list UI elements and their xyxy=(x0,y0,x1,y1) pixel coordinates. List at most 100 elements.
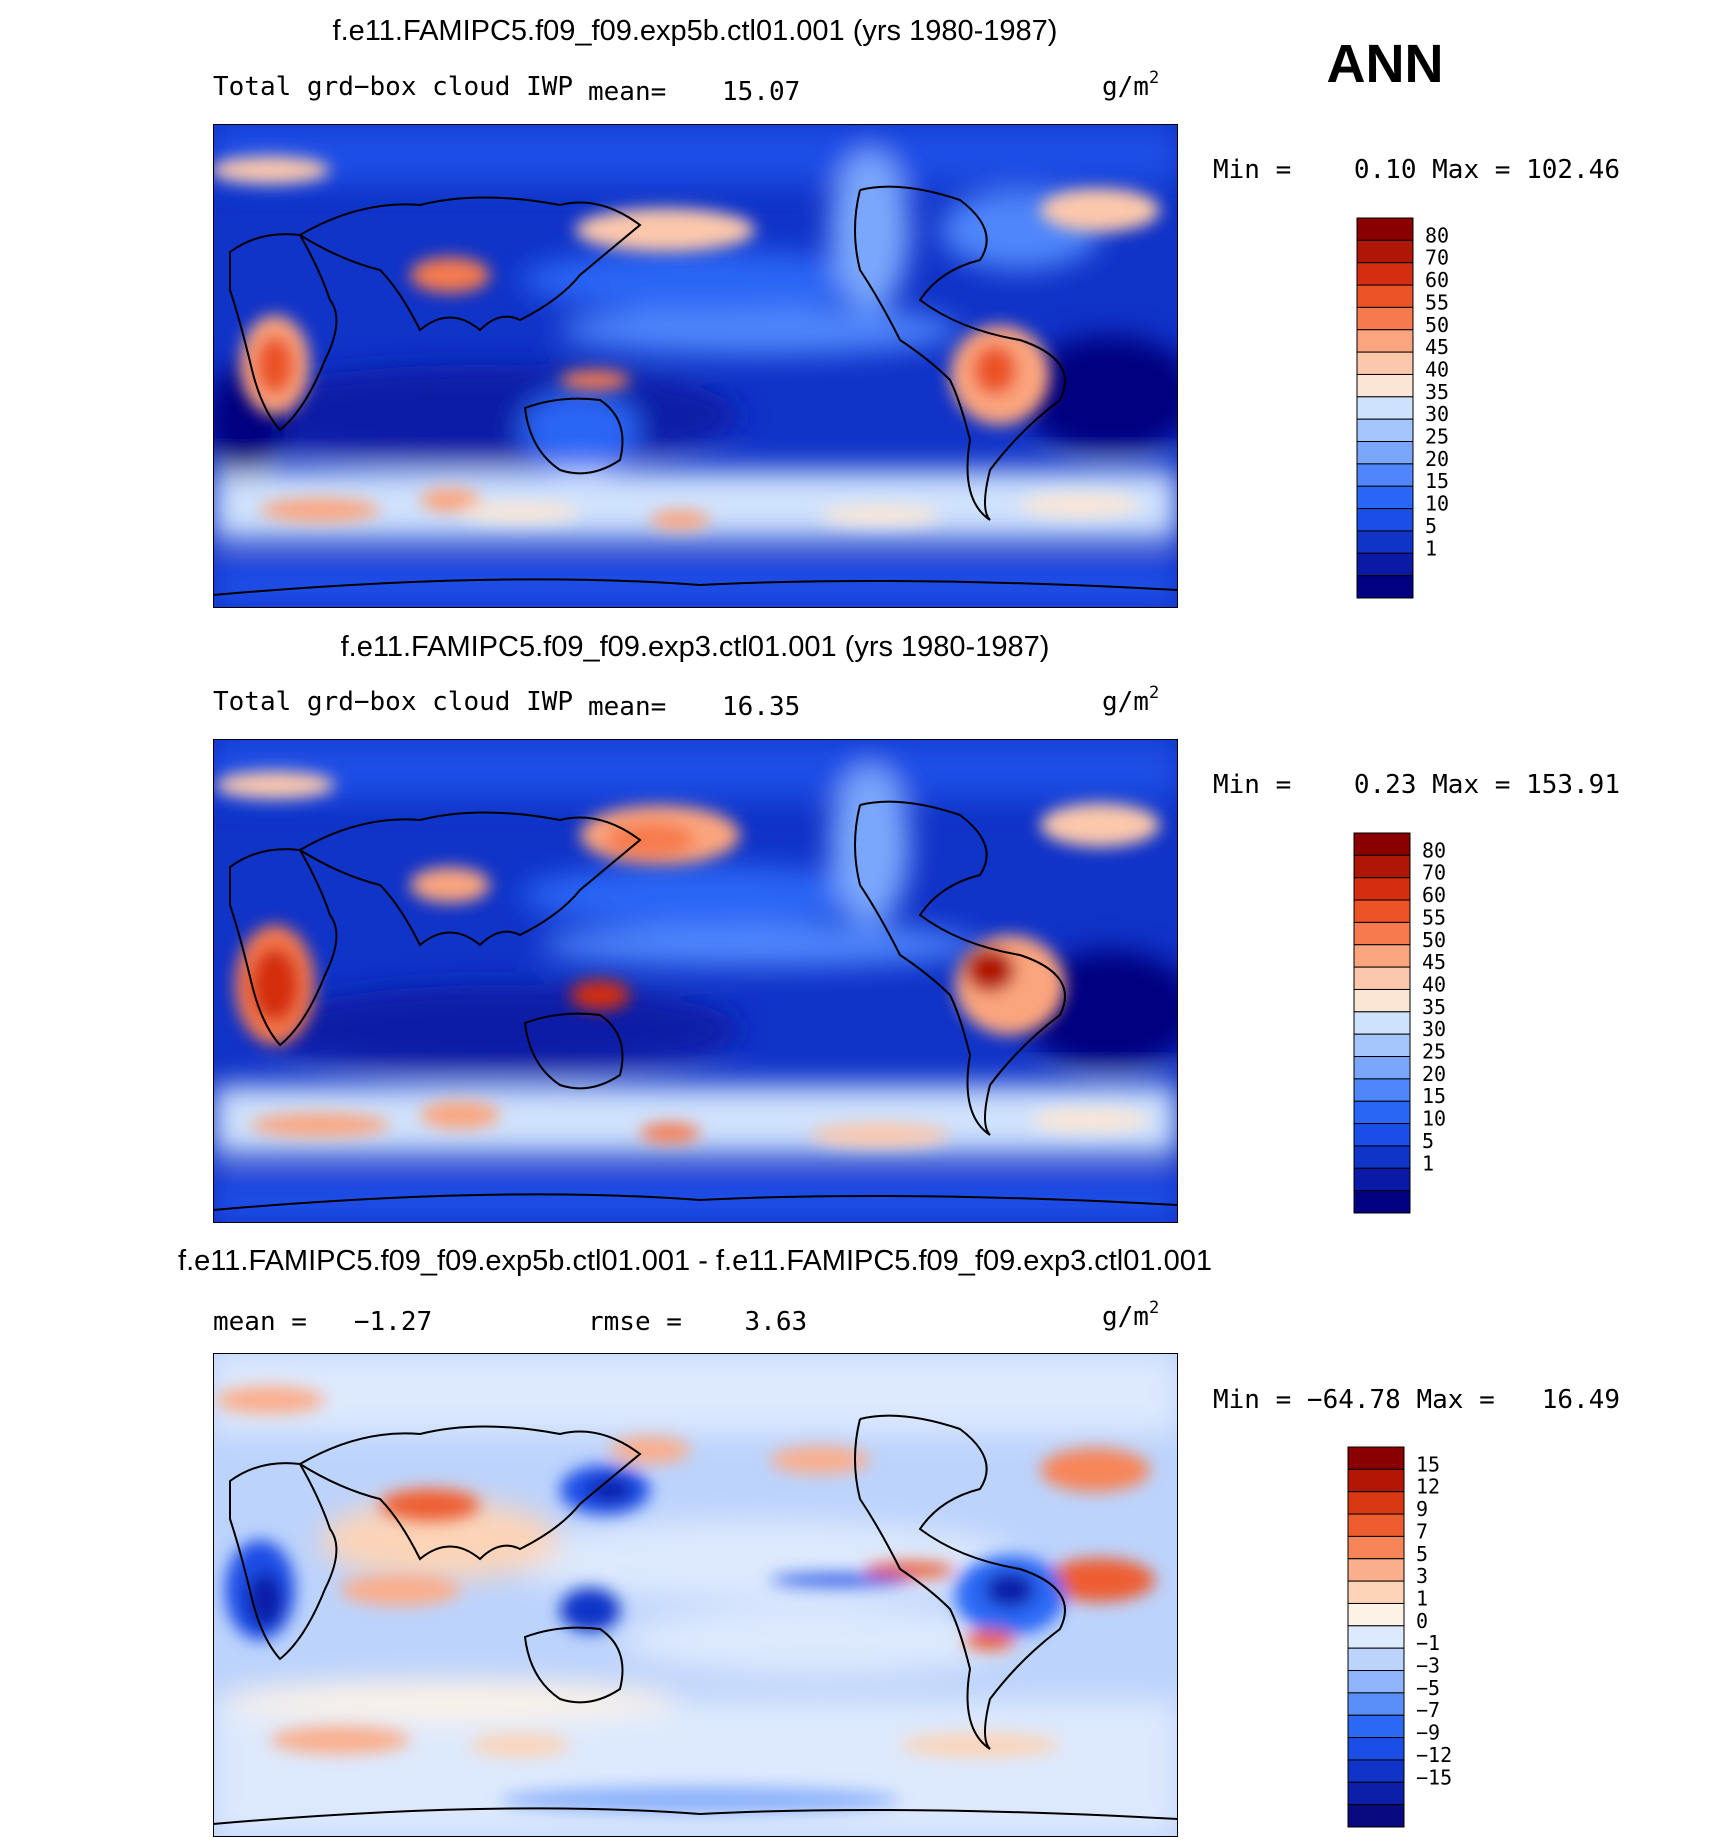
colorbar-swatch xyxy=(1353,899,1411,923)
colorbar-swatch xyxy=(1353,1145,1411,1169)
panel-2-map xyxy=(213,739,1178,1223)
season-label: ANN xyxy=(1327,34,1444,94)
colorbar-swatch xyxy=(1353,1033,1411,1058)
colorbar-swatch xyxy=(1353,1123,1411,1147)
panel-2-units-label: g/m xyxy=(1102,687,1149,717)
colorbar-swatch xyxy=(1347,1602,1405,1627)
colorbar-tick-label: 35 xyxy=(1425,380,1449,404)
colorbar-swatch xyxy=(1356,463,1414,487)
colorbar-swatch xyxy=(1347,1781,1405,1806)
panel-2-mean-label: mean= xyxy=(588,692,666,722)
colorbar-tick-label: 60 xyxy=(1425,268,1449,292)
colorbar-tick-label: 35 xyxy=(1422,995,1446,1019)
colorbar-swatch xyxy=(1347,1737,1405,1761)
colorbar-swatch xyxy=(1347,1580,1405,1604)
colorbar-swatch xyxy=(1356,306,1414,331)
colorbar-swatch xyxy=(1356,373,1414,398)
colorbar-tick-label: 25 xyxy=(1425,425,1449,449)
panel-1-mean-label: mean= xyxy=(588,77,666,107)
colorbar-tick-label: 60 xyxy=(1422,883,1446,907)
colorbar-tick-label: 55 xyxy=(1422,905,1446,929)
panel-3-units: g/m2 xyxy=(1102,1298,1159,1332)
colorbar-tick-label: 70 xyxy=(1425,246,1449,270)
colorbar-tick-label: −7 xyxy=(1416,1698,1440,1722)
colorbar-swatch xyxy=(1356,441,1414,465)
colorbar-swatch xyxy=(1353,1078,1411,1102)
colorbar-tick-label: 10 xyxy=(1422,1107,1446,1131)
colorbar-tick-label: 15 xyxy=(1416,1452,1440,1476)
colorbar-swatch xyxy=(1347,1692,1405,1716)
panel-3-title: f.e11.FAMIPC5.f09_f09.exp5b.ctl01.001 - … xyxy=(178,1245,1212,1277)
colorbar-swatch xyxy=(1356,508,1414,532)
panel-3-coastlines xyxy=(213,1414,1178,1825)
colorbar-tick-label: 20 xyxy=(1422,1062,1446,1086)
colorbar-tick-label: 30 xyxy=(1422,1017,1446,1041)
colorbar-swatch xyxy=(1353,988,1411,1013)
colorbar-swatch xyxy=(1356,217,1414,241)
colorbar-tick-label: 40 xyxy=(1422,972,1446,996)
colorbar-swatch xyxy=(1353,921,1411,946)
panel-3: f.e11.FAMIPC5.f09_f09.exp5b.ctl01.001 - … xyxy=(178,1245,1620,1837)
colorbar-tick-label: 1 xyxy=(1422,1151,1434,1175)
colorbar-swatch xyxy=(1347,1513,1405,1537)
colorbar-tick-label: 5 xyxy=(1416,1542,1428,1566)
panel-1: f.e11.FAMIPC5.f09_f09.exp5b.ctl01.001 (y… xyxy=(213,15,1620,608)
panel-1-coastlines xyxy=(213,185,1178,596)
colorbar-tick-label: 45 xyxy=(1425,335,1449,359)
colorbar-swatch xyxy=(1353,1011,1411,1035)
colorbar-swatch xyxy=(1356,351,1414,375)
colorbar-tick-label: 55 xyxy=(1425,290,1449,314)
colorbar-swatch xyxy=(1356,396,1414,420)
panel-1-units-sup: 2 xyxy=(1149,68,1159,88)
colorbar-swatch xyxy=(1347,1759,1405,1783)
colorbar-tick-label: 40 xyxy=(1425,357,1449,381)
colorbar-tick-label: 10 xyxy=(1425,492,1449,516)
panel-2: f.e11.FAMIPC5.f09_f09.exp3.ctl01.001 (yr… xyxy=(213,631,1620,1223)
colorbar-swatch xyxy=(1356,329,1414,353)
colorbar-tick-label: 25 xyxy=(1422,1040,1446,1064)
colorbar-swatch xyxy=(1347,1468,1405,1493)
colorbar-swatch xyxy=(1347,1446,1405,1470)
colorbar-tick-label: 0 xyxy=(1416,1609,1428,1633)
colorbar-tick-label: 15 xyxy=(1425,469,1449,493)
panel-1-stats: Min = 0.10 Max = 102.46 xyxy=(1213,155,1620,185)
colorbar-tick-label: −1 xyxy=(1416,1631,1440,1655)
colorbar-swatch xyxy=(1347,1804,1405,1828)
colorbar-swatch xyxy=(1347,1491,1405,1515)
panel-2-units-sup: 2 xyxy=(1149,683,1159,703)
panel-1-mean-value: 15.07 xyxy=(722,77,800,107)
panel-2-mean-value: 16.35 xyxy=(722,692,800,722)
colorbar-swatch xyxy=(1353,832,1411,856)
colorbar-tick-label: 80 xyxy=(1422,838,1446,862)
colorbar-swatch xyxy=(1356,530,1414,554)
colorbar-swatch xyxy=(1353,966,1411,990)
colorbar-tick-label: 1 xyxy=(1425,536,1437,560)
panel-3-units-label: g/m xyxy=(1102,1302,1149,1332)
colorbar-swatch xyxy=(1353,1100,1411,1125)
colorbar-tick-label: 70 xyxy=(1422,861,1446,885)
colorbar-swatch xyxy=(1356,262,1414,286)
panel-1-title: f.e11.FAMIPC5.f09_f09.exp5b.ctl01.001 (y… xyxy=(333,15,1058,47)
colorbar-swatch xyxy=(1353,1190,1411,1214)
colorbar-swatch xyxy=(1347,1625,1405,1649)
colorbar-swatch xyxy=(1347,1670,1405,1694)
colorbar-swatch xyxy=(1356,418,1414,443)
colorbar-swatch xyxy=(1353,877,1411,901)
panel-3-rmse: rmse = 3.63 xyxy=(588,1307,807,1337)
panel-3-units-sup: 2 xyxy=(1149,1298,1159,1318)
panel-2-units: g/m2 xyxy=(1102,683,1159,717)
colorbar-tick-label: 50 xyxy=(1422,928,1446,952)
colorbar-tick-label: 5 xyxy=(1422,1129,1434,1153)
panel-2-stats: Min = 0.23 Max = 153.91 xyxy=(1213,770,1620,800)
panel-2-title: f.e11.FAMIPC5.f09_f09.exp3.ctl01.001 (yr… xyxy=(341,631,1050,663)
colorbar-tick-label: 15 xyxy=(1422,1084,1446,1108)
panel-2-variable: Total grd−box cloud IWP xyxy=(213,687,573,717)
colorbar-tick-label: −3 xyxy=(1416,1654,1440,1678)
colorbar-tick-label: 3 xyxy=(1416,1564,1428,1588)
panel-1-units-label: g/m xyxy=(1102,72,1149,102)
colorbar-swatch xyxy=(1356,239,1414,264)
